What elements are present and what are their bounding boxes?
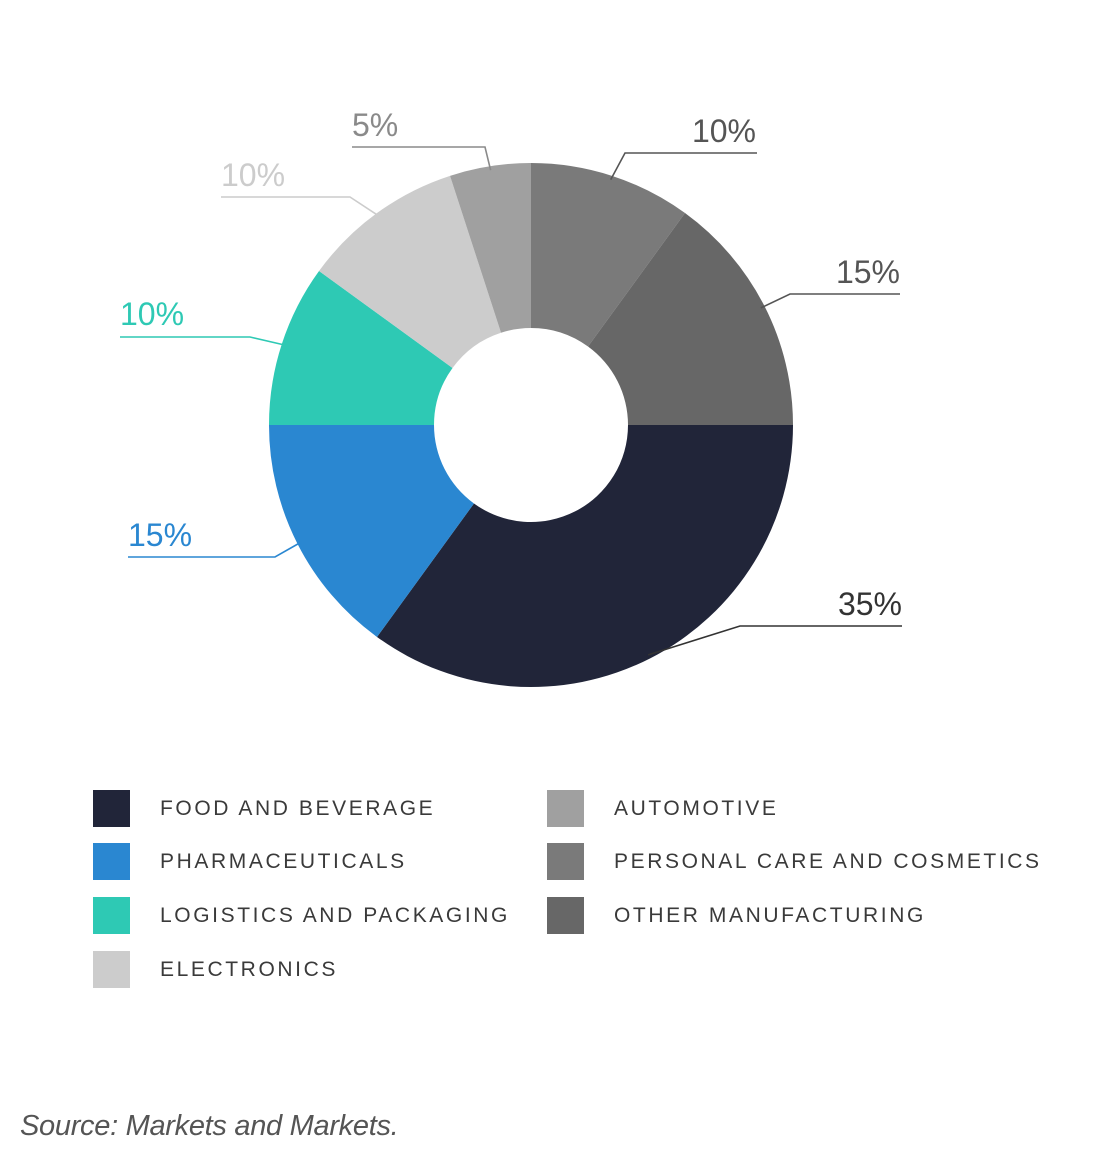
legend-item-electronics: ELECTRONICS — [93, 951, 338, 988]
legend-item-automotive: AUTOMOTIVE — [547, 790, 778, 827]
donut-callouts: 10% 15% 35% 15% 10% 10% 5% — [120, 107, 902, 656]
source-note: Source: Markets and Markets. — [20, 1110, 399, 1142]
legend-item-pharmaceuticals: PHARMACEUTICALS — [93, 843, 407, 880]
legend-label: OTHER MANUFACTURING — [614, 903, 926, 927]
legend-label: PERSONAL CARE AND COSMETICS — [614, 849, 1042, 873]
donut-slices — [269, 163, 793, 687]
legend-label: PHARMACEUTICALS — [160, 849, 407, 873]
legend-label: FOOD AND BEVERAGE — [160, 796, 436, 820]
callout-line — [647, 625, 902, 656]
legend-item-food-and-beverage: FOOD AND BEVERAGE — [93, 790, 435, 827]
legend-swatch — [547, 897, 584, 934]
slice-value-label: 15% — [836, 254, 900, 290]
donut-slice-other-manufacturing — [531, 163, 685, 347]
slice-value-label: 35% — [838, 586, 902, 622]
legend-swatch — [93, 897, 130, 934]
legend-swatch — [93, 790, 130, 827]
donut-slice-electronics — [319, 175, 502, 368]
callout-line — [610, 152, 757, 181]
slice-value-label: 5% — [352, 107, 398, 143]
legend-swatch — [547, 843, 584, 880]
legend-label: ELECTRONICS — [160, 957, 338, 981]
donut-chart: 10% 15% 35% 15% 10% 10% 5% — [120, 107, 902, 687]
legend-swatch — [93, 843, 130, 880]
legend-swatch — [547, 790, 584, 827]
callout-line — [128, 541, 302, 558]
callout-line — [352, 146, 492, 171]
slice-value-label: 10% — [692, 113, 756, 149]
donut-slice-personal-care-and-cosmetics — [588, 213, 793, 425]
callout-line — [760, 293, 900, 309]
donut-slice-food-and-beverage — [377, 425, 793, 687]
callout-line — [120, 336, 286, 347]
legend-item-personal-care-and-cosmetics: PERSONAL CARE AND COSMETICS — [547, 843, 1042, 880]
donut-slice-logistics-and-packaging — [269, 271, 453, 425]
donut-slice-pharmaceuticals — [269, 425, 474, 637]
legend-label: LOGISTICS AND PACKAGING — [160, 903, 510, 927]
legend-label: AUTOMOTIVE — [614, 796, 779, 820]
legend-item-logistics-and-packaging: LOGISTICS AND PACKAGING — [93, 897, 510, 934]
legend-item-other-manufacturing: OTHER MANUFACTURING — [547, 897, 926, 934]
slice-value-label: 15% — [128, 517, 192, 553]
slice-value-label: 10% — [221, 157, 285, 193]
slice-value-label: 10% — [120, 296, 184, 332]
legend-swatch — [93, 951, 130, 988]
callout-line — [221, 196, 380, 217]
donut-slice-automotive — [450, 163, 531, 333]
